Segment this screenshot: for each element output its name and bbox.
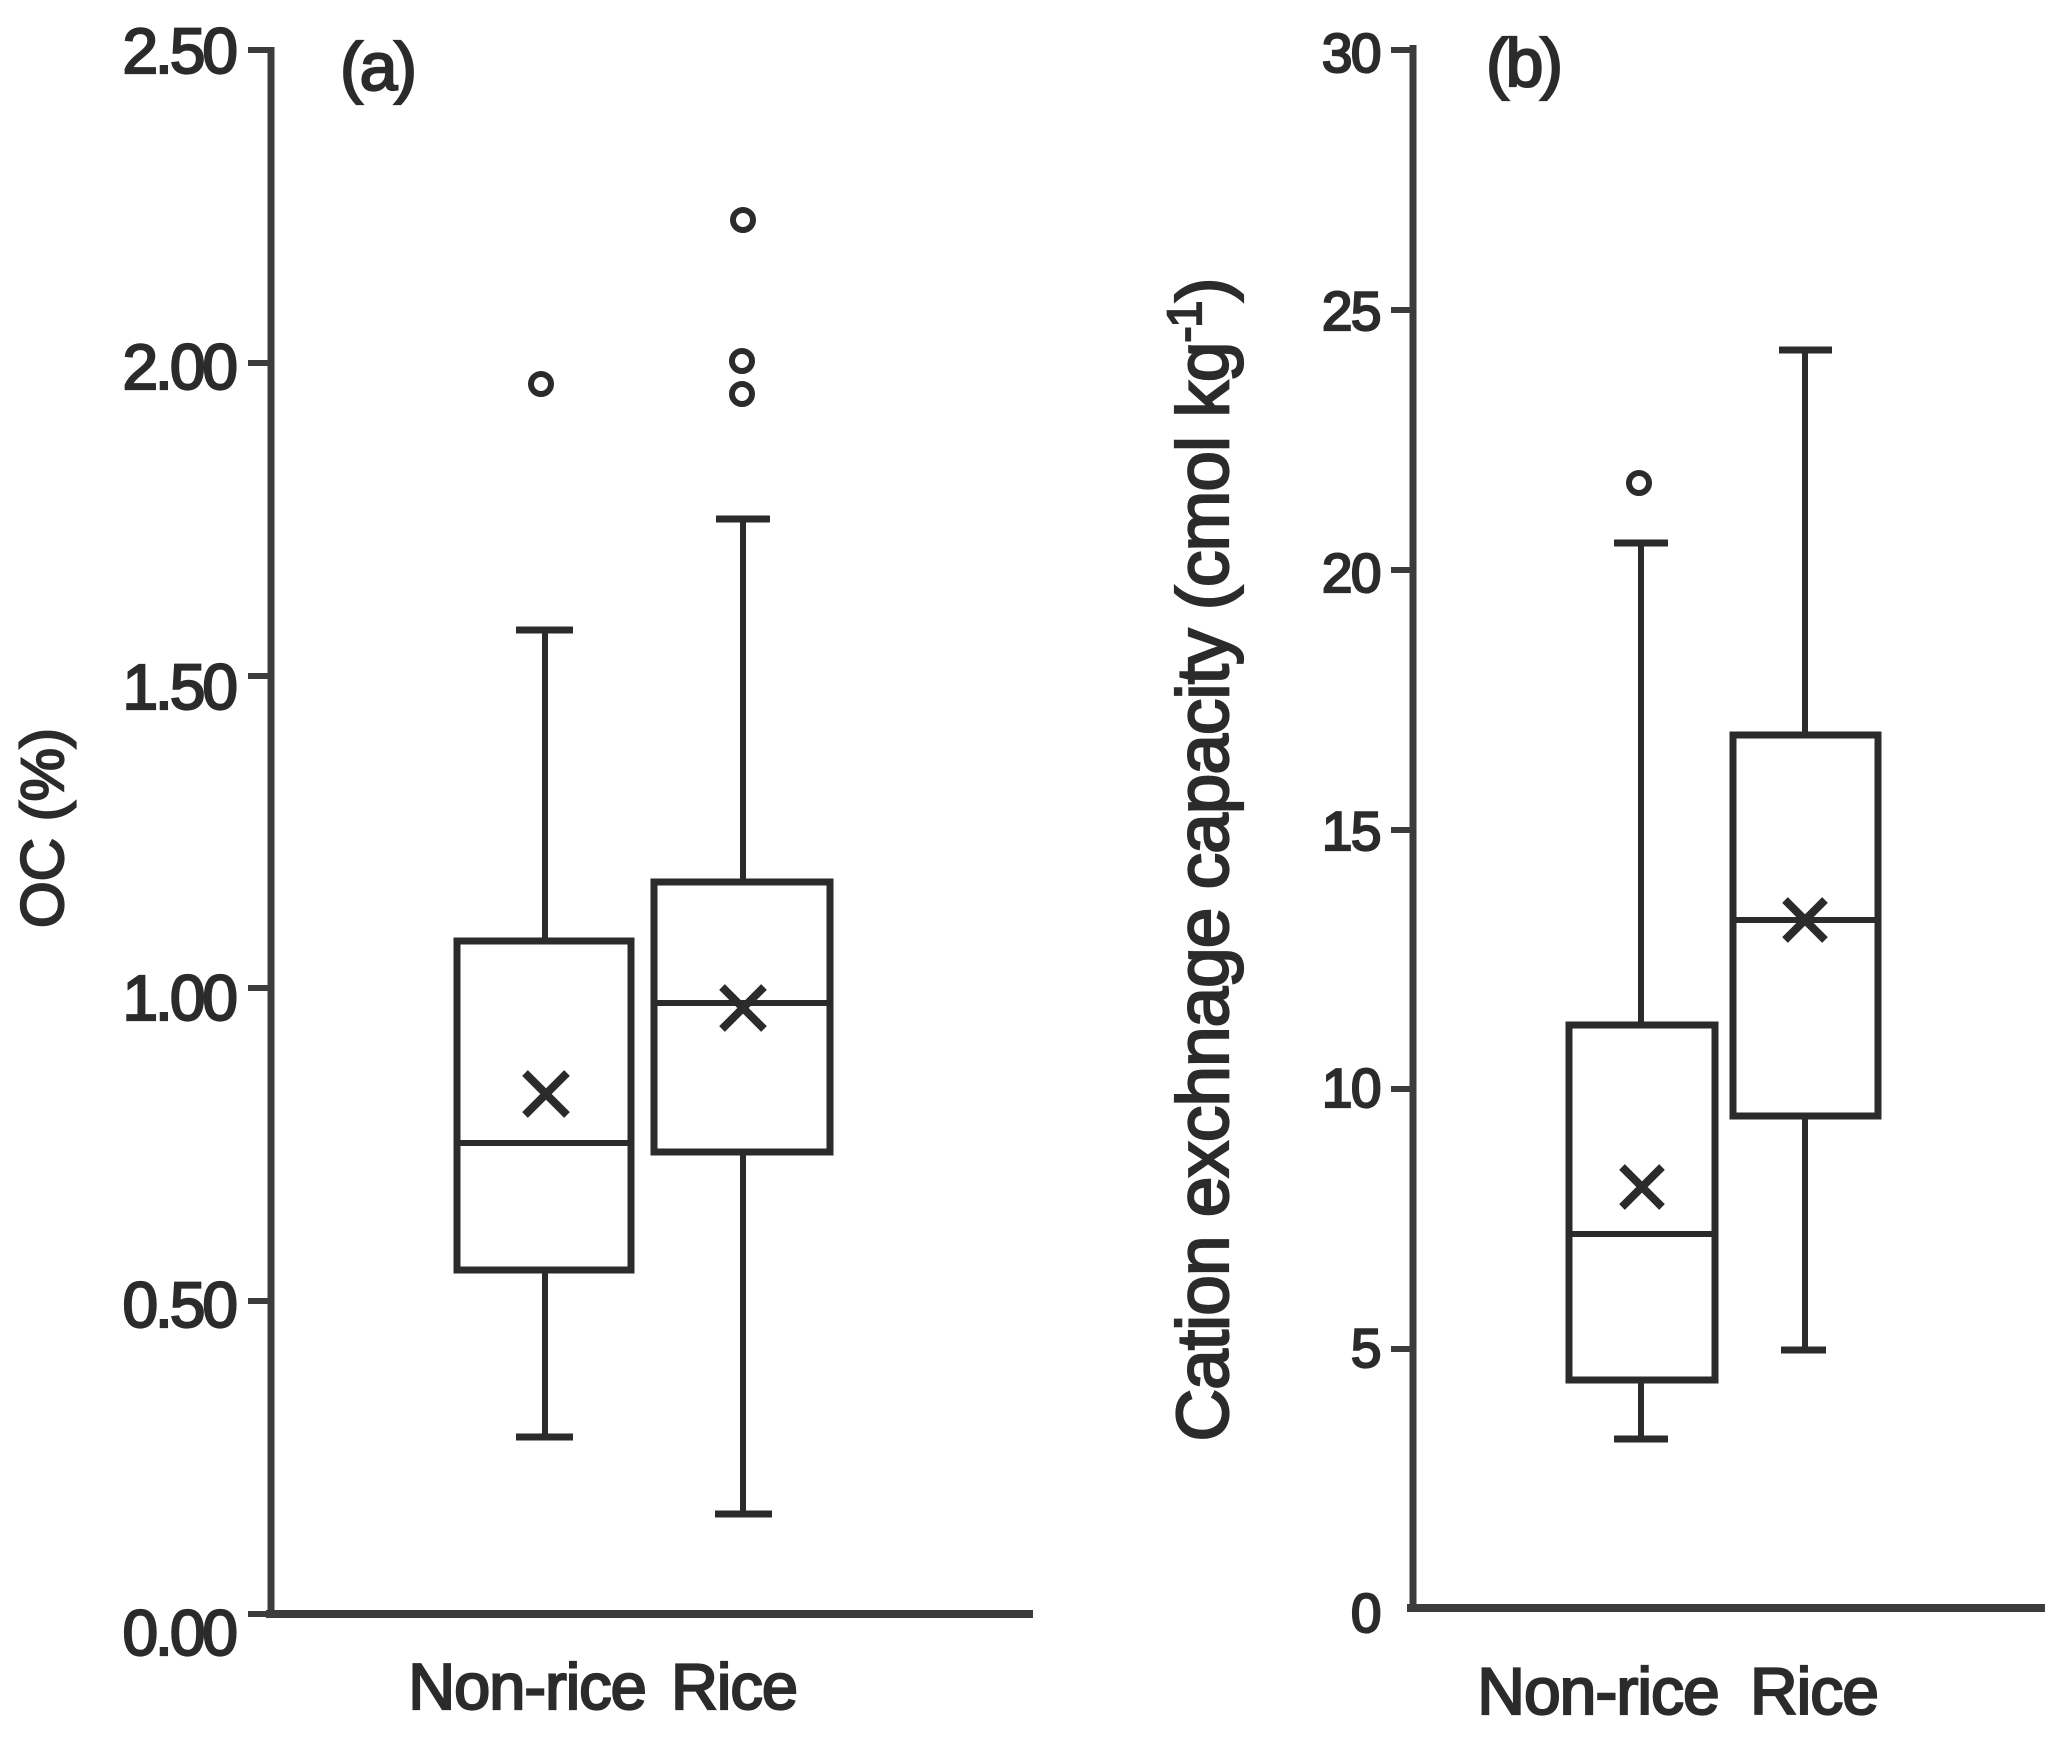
svg-text:15: 15 [1322, 800, 1380, 862]
svg-text:10: 10 [1322, 1057, 1380, 1119]
svg-text:30: 30 [1322, 22, 1380, 84]
svg-text:Cation exchnage capacity (cmol: Cation exchnage capacity (cmol kg-1) [1159, 278, 1244, 1441]
svg-text:0.50: 0.50 [122, 1269, 236, 1341]
svg-text:(b): (b) [1486, 25, 1560, 101]
svg-text:OC (%): OC (%) [9, 728, 76, 928]
svg-text:2.00: 2.00 [122, 331, 236, 403]
svg-text:(a): (a) [340, 29, 414, 105]
svg-text:0: 0 [1351, 1582, 1380, 1644]
svg-text:5: 5 [1351, 1317, 1380, 1379]
svg-text:25: 25 [1322, 280, 1380, 342]
svg-text:Non-rice: Non-rice [408, 1650, 646, 1723]
svg-text:20: 20 [1322, 542, 1380, 604]
svg-text:2.50: 2.50 [122, 15, 236, 87]
svg-text:Non-rice: Non-rice [1477, 1654, 1718, 1728]
svg-text:Rice: Rice [1750, 1654, 1878, 1728]
svg-text:Rice: Rice [671, 1650, 797, 1723]
svg-text:1.00: 1.00 [122, 962, 236, 1034]
svg-text:1.50: 1.50 [122, 651, 236, 723]
svg-text:0.00: 0.00 [122, 1597, 236, 1669]
